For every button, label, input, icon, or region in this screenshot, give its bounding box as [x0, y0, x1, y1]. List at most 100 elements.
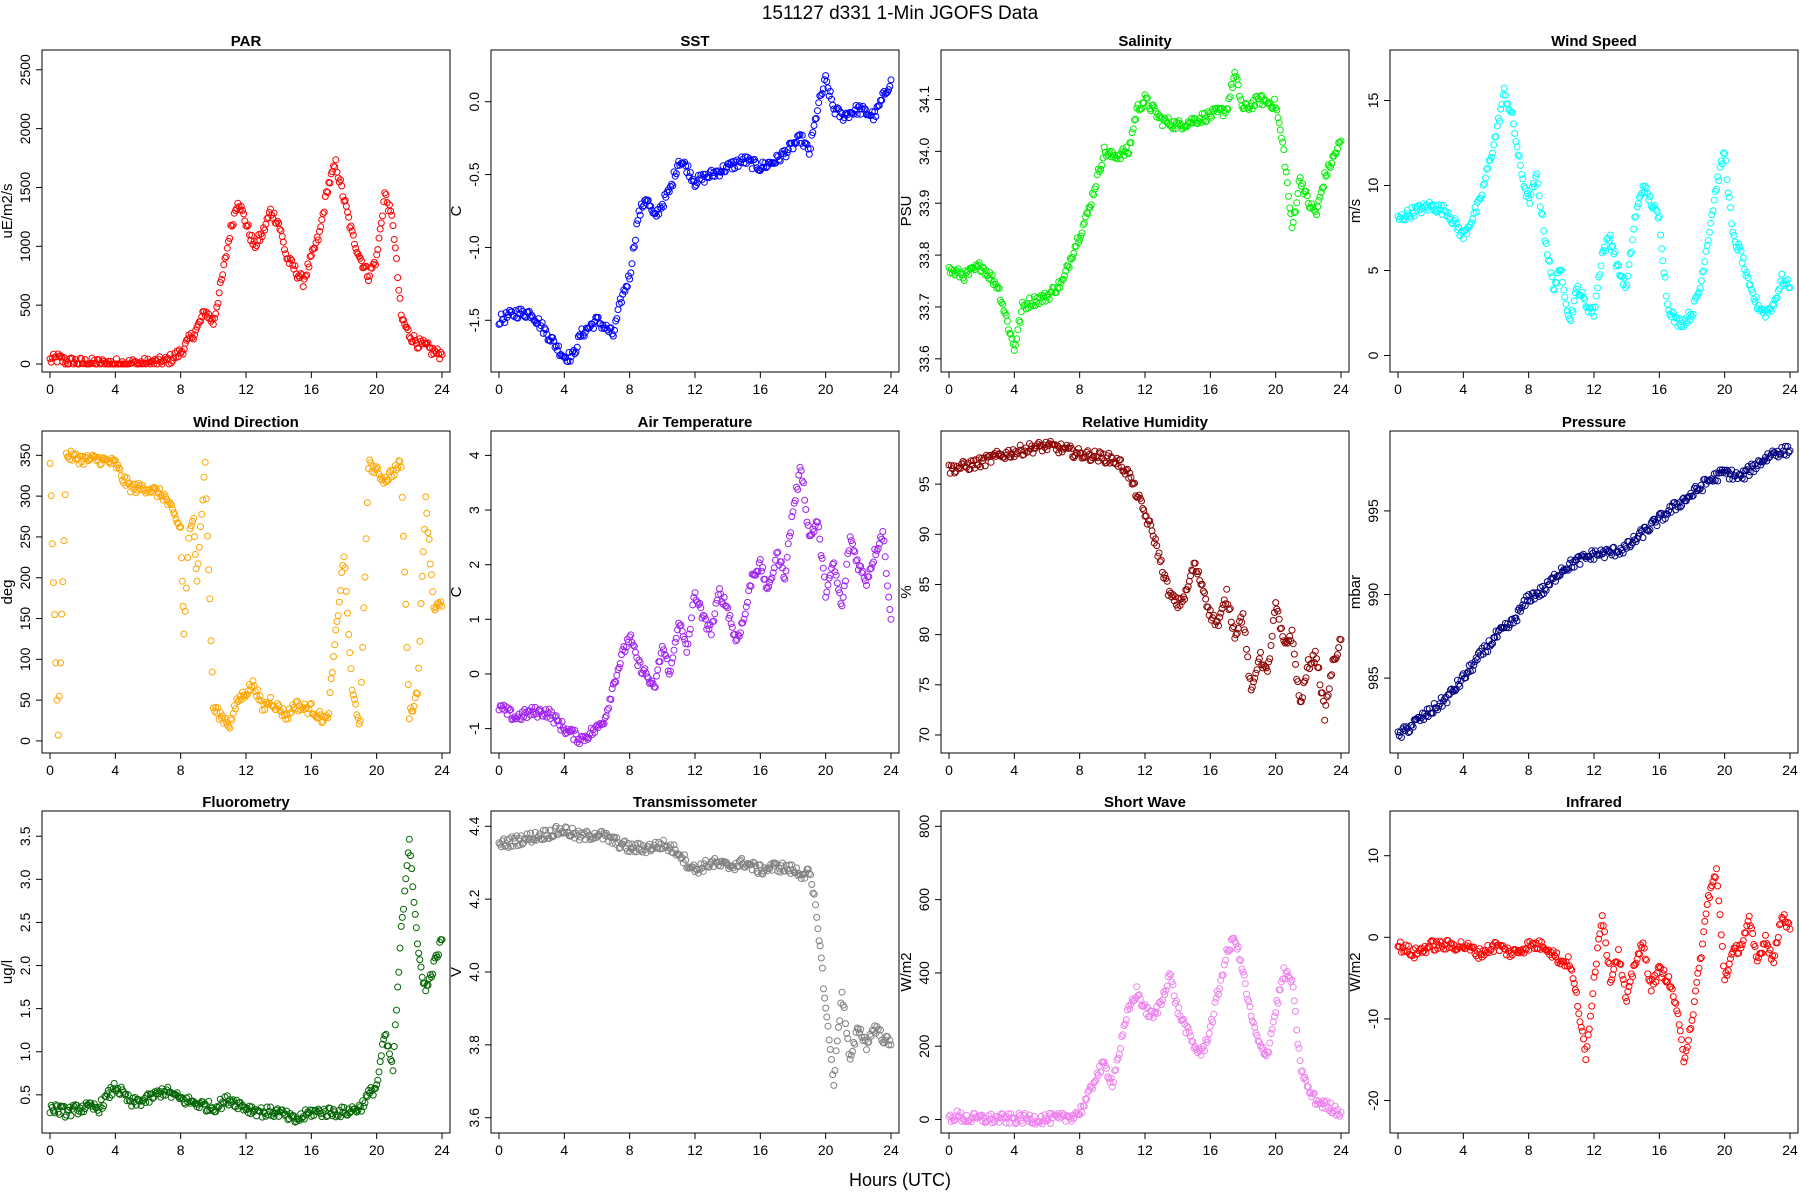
y-tick-label: -1.5: [466, 308, 482, 332]
x-tick-label: 4: [1010, 762, 1018, 778]
data-point: [1513, 143, 1521, 151]
y-tick-label: 0.5: [17, 1085, 33, 1105]
x-tick-label: 4: [111, 381, 119, 397]
data-point: [1634, 532, 1642, 540]
data-point: [1652, 978, 1660, 986]
data-point: [705, 625, 713, 633]
data-point: [1478, 191, 1486, 199]
data-point: [1125, 150, 1133, 158]
data-point: [191, 551, 199, 558]
data-point: [1550, 951, 1558, 959]
data-point: [418, 572, 426, 580]
data-point: [1164, 114, 1172, 122]
data-point: [391, 1021, 399, 1029]
data-point: [373, 1081, 381, 1089]
data-point: [402, 600, 410, 608]
data-point: [1232, 631, 1240, 639]
data-point: [1268, 105, 1276, 112]
y-tick-label: 85: [916, 576, 932, 592]
data-point: [1655, 962, 1663, 970]
data-point: [1587, 555, 1594, 563]
data-point: [339, 562, 347, 569]
data-point: [318, 216, 326, 224]
data-point: [395, 968, 403, 976]
data-point: [726, 611, 734, 619]
data-point: [1114, 462, 1122, 470]
data-point: [1080, 219, 1088, 227]
data-point: [851, 1040, 859, 1048]
data-point: [345, 631, 353, 638]
data-point: [267, 693, 274, 701]
data-point: [1778, 443, 1786, 451]
data-point: [407, 852, 414, 860]
data-point: [1435, 201, 1443, 209]
data-point: [383, 199, 391, 207]
data-point: [1279, 975, 1287, 983]
data-point: [243, 222, 251, 230]
data-point: [1623, 997, 1631, 1005]
data-point: [1183, 123, 1191, 131]
data-point: [859, 567, 867, 575]
data-point: [1065, 264, 1073, 271]
data-point: [1129, 125, 1137, 133]
data-point: [1484, 648, 1492, 656]
data-point: [1163, 119, 1171, 127]
data-point: [816, 942, 824, 950]
data-point: [191, 533, 199, 541]
y-tick-label: 4.2: [466, 889, 482, 909]
data-point: [1779, 915, 1787, 923]
x-tick-label: 4: [560, 1142, 568, 1158]
data-point: [1492, 133, 1500, 141]
data-point: [769, 569, 777, 577]
data-point: [781, 575, 789, 583]
data-point: [1257, 648, 1264, 656]
data-point: [1294, 190, 1302, 197]
data-point: [1027, 445, 1035, 453]
data-point: [422, 493, 430, 501]
data-point: [1766, 946, 1774, 954]
data-point: [1279, 633, 1287, 641]
data-point: [999, 300, 1007, 308]
data-point: [1201, 109, 1208, 117]
data-point: [195, 543, 203, 551]
data-point: [1097, 1068, 1105, 1076]
data-point: [1569, 308, 1577, 316]
data-point: [1332, 654, 1340, 662]
data-point: [417, 963, 425, 971]
data-point: [783, 553, 791, 561]
data-point: [1518, 170, 1526, 178]
data-point: [1096, 448, 1103, 456]
data-point: [847, 537, 855, 545]
data-point: [1549, 947, 1557, 955]
data-point: [295, 272, 302, 280]
data-point: [1584, 1031, 1592, 1039]
data-point: [1313, 211, 1320, 219]
data-point: [830, 105, 838, 113]
data-point: [1442, 945, 1450, 953]
data-point: [50, 579, 57, 587]
data-point: [850, 547, 858, 554]
data-point: [1549, 285, 1557, 293]
x-tick-label: 12: [238, 381, 254, 397]
data-point: [1548, 273, 1556, 281]
data-point: [576, 331, 583, 339]
data-point: [695, 869, 702, 877]
data-point: [1639, 939, 1647, 947]
data-point: [950, 266, 958, 274]
data-point: [1022, 1115, 1030, 1123]
data-point: [1255, 655, 1263, 663]
data-point: [1613, 260, 1621, 268]
data-point: [1727, 204, 1734, 212]
data-point: [103, 1090, 111, 1098]
data-point: [612, 678, 620, 686]
data-point: [1278, 134, 1285, 142]
data-point: [1336, 138, 1344, 146]
data-point: [306, 253, 314, 261]
data-point: [1573, 556, 1580, 564]
data-point: [1699, 268, 1706, 276]
data-point: [1714, 173, 1722, 181]
data-point: [222, 253, 230, 261]
data-point: [653, 212, 660, 220]
data-point: [1098, 161, 1106, 169]
